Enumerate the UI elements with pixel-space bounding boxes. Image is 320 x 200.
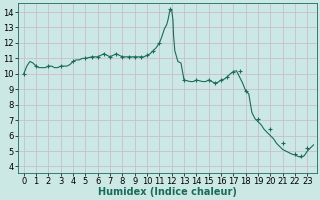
X-axis label: Humidex (Indice chaleur): Humidex (Indice chaleur) <box>98 187 237 197</box>
